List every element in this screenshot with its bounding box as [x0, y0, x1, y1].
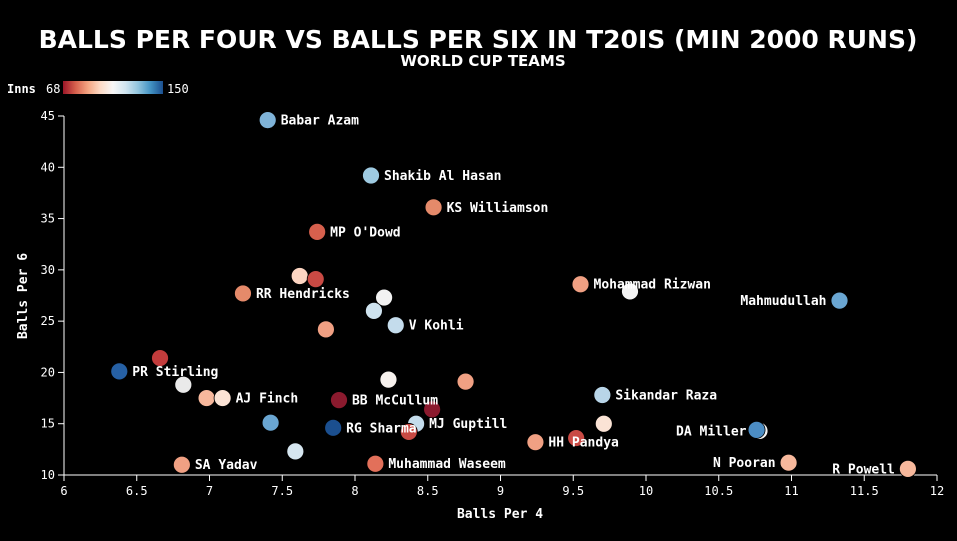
- point-label: R Powell: [832, 462, 895, 477]
- data-point[interactable]: [286, 442, 305, 461]
- data-point[interactable]: [621, 282, 639, 301]
- x-tick-label: 7: [206, 484, 213, 498]
- data-point[interactable]: [172, 455, 191, 474]
- data-point[interactable]: [258, 111, 277, 130]
- data-point[interactable]: [594, 414, 613, 433]
- point-label: MJ Guptill: [429, 417, 507, 432]
- data-point[interactable]: [399, 423, 418, 441]
- data-point[interactable]: [213, 389, 232, 407]
- data-point[interactable]: [110, 362, 129, 381]
- point-label: Sikandar Raza: [615, 388, 717, 403]
- data-point[interactable]: [747, 420, 766, 439]
- x-ticks: 6 6.5 7 7.5 8 8.5 9 9.5 10 10.5 11 11.5 12: [60, 475, 944, 498]
- x-tick-label: 10.5: [704, 484, 733, 498]
- data-point[interactable]: [899, 459, 917, 478]
- data-point[interactable]: [362, 166, 380, 185]
- data-point[interactable]: [375, 288, 394, 307]
- y-ticks: 10 15 20 25 30 35 40 45: [41, 109, 64, 482]
- legend-color-ramp: [63, 81, 163, 94]
- point-label: KS Williamson: [447, 201, 549, 216]
- y-axis-label: Balls Per 6: [16, 253, 31, 339]
- legend-min: 68: [46, 82, 60, 96]
- data-point[interactable]: [174, 375, 193, 394]
- y-tick-label: 40: [41, 160, 55, 174]
- data-point[interactable]: [197, 389, 216, 407]
- data-point[interactable]: [306, 270, 325, 288]
- legend-max: 150: [167, 82, 189, 96]
- data-point[interactable]: [151, 349, 169, 367]
- x-tick-label: 9.5: [562, 484, 584, 498]
- point-label: RG Sharma: [346, 421, 417, 436]
- chart-subtitle: WORLD CUP TEAMS: [400, 52, 565, 70]
- color-legend: Inns 68 150: [7, 81, 189, 96]
- data-point[interactable]: [379, 370, 398, 389]
- data-point[interactable]: [330, 391, 348, 410]
- point-label: SA Yadav: [195, 458, 258, 473]
- x-tick-label: 6.5: [126, 484, 148, 498]
- x-tick-label: 9: [497, 484, 504, 498]
- point-label: MP O'Dowd: [330, 225, 400, 240]
- data-point[interactable]: [830, 291, 849, 310]
- data-point[interactable]: [234, 284, 252, 303]
- point-label: DA Miller: [676, 424, 747, 439]
- y-tick-label: 25: [41, 314, 55, 328]
- data-point[interactable]: [456, 372, 475, 391]
- x-tick-label: 8: [351, 484, 358, 498]
- x-tick-label: 8.5: [417, 484, 439, 498]
- x-tick-label: 11.5: [850, 484, 879, 498]
- data-point[interactable]: [366, 454, 385, 473]
- x-tick-label: 10: [639, 484, 653, 498]
- point-label: Muhammad Waseem: [388, 457, 506, 472]
- y-tick-label: 10: [41, 468, 55, 482]
- x-tick-label: 11: [784, 484, 798, 498]
- point-label: AJ Finch: [236, 392, 299, 407]
- point-label: Shakib Al Hasan: [384, 169, 501, 184]
- point-label: Babar Azam: [281, 114, 359, 129]
- data-point[interactable]: [386, 316, 405, 335]
- x-axis-label: Balls Per 4: [457, 507, 543, 522]
- legend-label: Inns: [7, 82, 36, 96]
- data-point[interactable]: [423, 400, 442, 419]
- point-label: PR Stirling: [132, 365, 218, 380]
- point-label: Mohammad Rizwan: [594, 278, 711, 293]
- y-tick-label: 30: [41, 263, 55, 277]
- chart-title: BALLS PER FOUR VS BALLS PER SIX IN T20IS…: [39, 25, 918, 54]
- data-point[interactable]: [308, 223, 327, 241]
- y-tick-label: 15: [41, 417, 55, 431]
- point-label: V Kohli: [409, 319, 464, 334]
- data-point[interactable]: [571, 275, 590, 294]
- data-point[interactable]: [365, 301, 383, 320]
- data-point[interactable]: [424, 198, 443, 217]
- point-label: N Pooran: [713, 456, 776, 471]
- data-points: [110, 111, 917, 478]
- data-point[interactable]: [567, 429, 586, 447]
- point-label: RR Hendricks: [256, 287, 350, 302]
- data-point[interactable]: [261, 413, 280, 432]
- y-tick-label: 35: [41, 212, 55, 226]
- point-label: HH Pandya: [548, 436, 619, 451]
- x-tick-label: 6: [60, 484, 67, 498]
- x-tick-label: 12: [930, 484, 944, 498]
- data-point[interactable]: [526, 433, 545, 452]
- point-label: BB McCullum: [352, 394, 438, 409]
- y-tick-label: 45: [41, 109, 55, 123]
- data-point[interactable]: [779, 453, 798, 472]
- data-point[interactable]: [324, 418, 343, 437]
- data-point[interactable]: [593, 386, 612, 404]
- point-label: Mahmudullah: [740, 294, 826, 309]
- x-tick-label: 7.5: [271, 484, 293, 498]
- point-labels: Babar Azam Shakib Al Hasan KS Williamson MP…: [132, 114, 895, 478]
- data-point[interactable]: [290, 267, 309, 285]
- y-tick-label: 20: [41, 365, 55, 379]
- data-point[interactable]: [316, 320, 335, 339]
